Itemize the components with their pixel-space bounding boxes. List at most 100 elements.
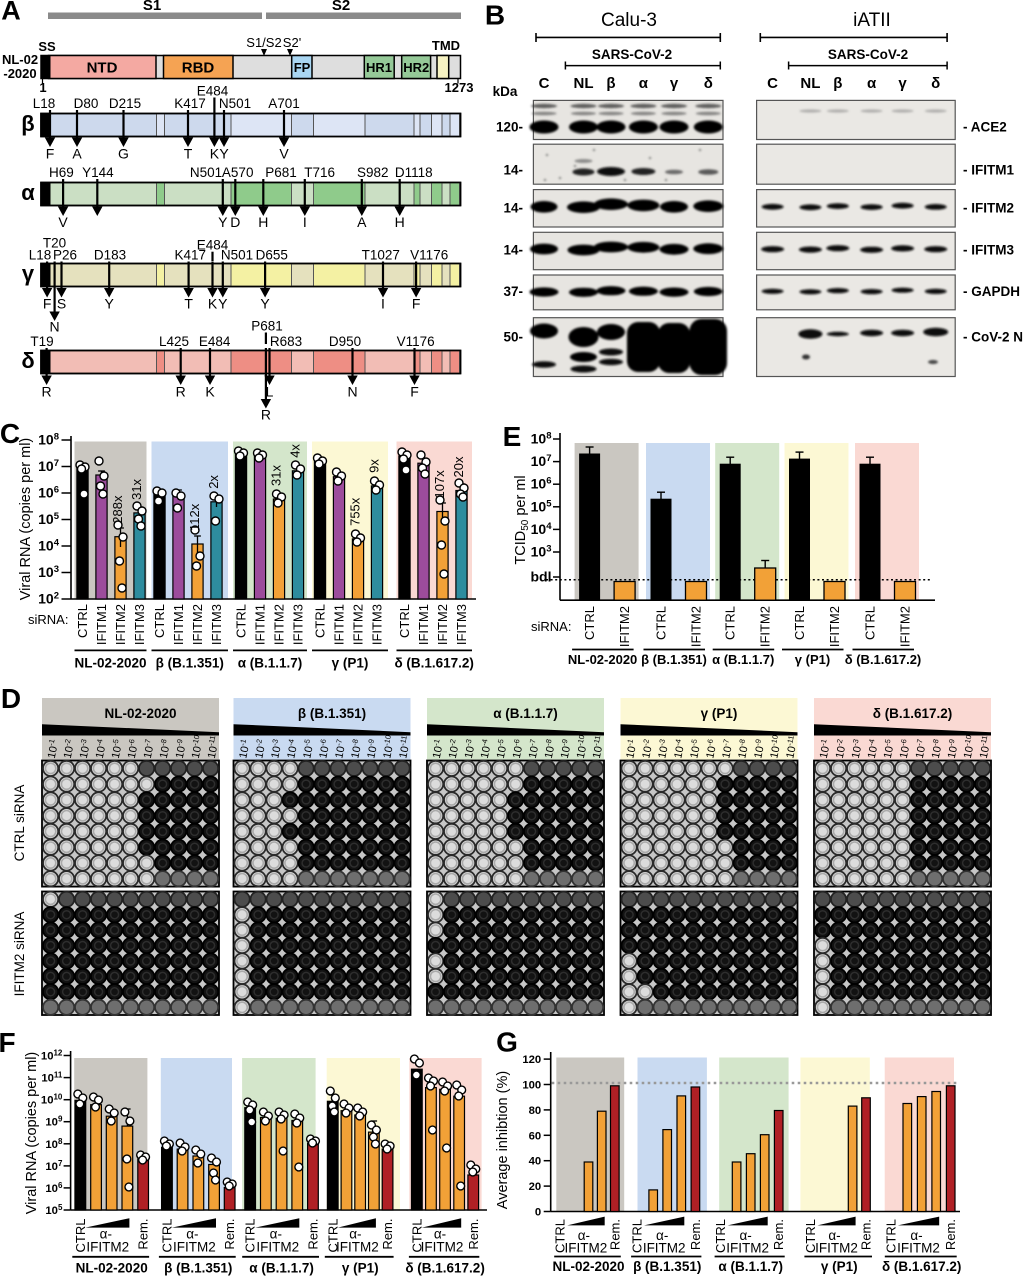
svg-text:IFITM3: IFITM3 (209, 604, 224, 645)
svg-text:D215: D215 (109, 96, 141, 111)
svg-text:α (B.1.1.7): α (B.1.1.7) (718, 1259, 783, 1274)
svg-text:1011: 1011 (41, 1071, 63, 1085)
svg-text:NL-02-2020: NL-02-2020 (74, 656, 146, 671)
svg-text:D655: D655 (256, 248, 288, 263)
svg-text:α-: α- (349, 1227, 361, 1242)
svg-text:37-: 37- (503, 284, 523, 299)
svg-text:G: G (496, 1027, 518, 1058)
svg-text:NL-02: NL-02 (2, 52, 38, 67)
svg-text:β: β (833, 75, 842, 92)
svg-text:- IFITM1: - IFITM1 (963, 163, 1014, 178)
svg-text:Rem.: Rem. (222, 1219, 237, 1250)
svg-text:104: 104 (38, 538, 60, 554)
svg-text:IFITM2: IFITM2 (726, 1241, 769, 1256)
svg-text:CTRL: CTRL (234, 604, 249, 638)
svg-text:CTRL: CTRL (325, 1219, 340, 1253)
svg-text:- CoV-2 N: - CoV-2 N (963, 330, 1023, 345)
svg-text:NL: NL (800, 75, 820, 92)
svg-text:δ: δ (931, 75, 940, 92)
svg-text:α (B.1.1.7): α (B.1.1.7) (493, 706, 558, 721)
svg-text:D950: D950 (329, 334, 361, 349)
svg-text:CTRL: CTRL (582, 606, 597, 640)
svg-text:CTRL siRNA: CTRL siRNA (12, 785, 27, 862)
svg-text:α: α (639, 75, 649, 92)
svg-text:D183: D183 (94, 248, 126, 263)
svg-text:L18: L18 (33, 96, 56, 111)
svg-text:108: 108 (45, 1137, 63, 1151)
svg-text:δ: δ (21, 348, 34, 373)
svg-text:CTRL: CTRL (630, 1219, 645, 1253)
svg-text:γ (P1): γ (P1) (821, 1259, 858, 1274)
svg-text:F: F (0, 1027, 16, 1058)
svg-text:K417: K417 (174, 96, 206, 111)
svg-text:α-: α- (656, 1228, 668, 1243)
svg-text:IFITM2: IFITM2 (256, 1240, 299, 1255)
svg-text:-2020: -2020 (3, 66, 36, 81)
svg-text:T20: T20 (43, 235, 66, 250)
svg-text:S1: S1 (143, 0, 161, 14)
svg-text:- ACE2: - ACE2 (963, 120, 1007, 135)
svg-text:IFITM2: IFITM2 (565, 1241, 608, 1256)
svg-text:IFITM2: IFITM2 (421, 1240, 464, 1255)
svg-text:T19: T19 (30, 334, 53, 349)
svg-text:CTRL: CTRL (792, 606, 807, 640)
svg-text:CTRL: CTRL (713, 1219, 728, 1253)
svg-text:A570: A570 (222, 165, 254, 180)
svg-text:Viral RNA (copies per ml): Viral RNA (copies per ml) (24, 1052, 40, 1215)
svg-text:R683: R683 (270, 334, 302, 349)
svg-text:4x: 4x (288, 444, 303, 458)
svg-text:CTRL: CTRL (152, 604, 167, 638)
svg-text:1273: 1273 (445, 80, 474, 95)
svg-text:NL-02-2020: NL-02-2020 (552, 1259, 624, 1274)
svg-text:Viral RNA (copies per ml): Viral RNA (copies per ml) (18, 438, 34, 601)
svg-text:SARS-CoV-2: SARS-CoV-2 (592, 47, 672, 62)
svg-text:HR2: HR2 (403, 60, 429, 75)
svg-text:IFITM2: IFITM2 (351, 604, 366, 645)
svg-text:120-: 120- (496, 120, 523, 135)
svg-text:CTRL: CTRL (654, 606, 669, 640)
svg-text:107: 107 (531, 453, 552, 469)
svg-text:T716: T716 (304, 165, 335, 180)
svg-text:IFITM2: IFITM2 (173, 1240, 216, 1255)
svg-text:D1118: D1118 (395, 165, 433, 180)
svg-text:D80: D80 (74, 96, 99, 111)
svg-text:N501: N501 (221, 248, 253, 263)
svg-text:IFITM2: IFITM2 (643, 1241, 686, 1256)
svg-text:IFITM2: IFITM2 (336, 1240, 379, 1255)
svg-text:H69: H69 (49, 165, 74, 180)
svg-text:α-: α- (100, 1227, 112, 1242)
svg-text:S1/S2: S1/S2 (246, 35, 281, 50)
svg-text:CTRL: CTRL (553, 1219, 568, 1253)
svg-text:α: α (867, 75, 877, 92)
svg-text:- IFITM2: - IFITM2 (963, 201, 1014, 216)
svg-text:Rem.: Rem. (380, 1219, 395, 1250)
svg-text:NL-02-2020: NL-02-2020 (568, 652, 637, 667)
svg-text:106: 106 (38, 485, 59, 501)
svg-text:IFITM2: IFITM2 (86, 1240, 129, 1255)
svg-text:Y144: Y144 (82, 165, 114, 180)
svg-text:SS: SS (38, 39, 56, 54)
svg-text:104: 104 (531, 521, 553, 537)
svg-text:0: 0 (535, 1207, 541, 1219)
svg-text:Y: Y (105, 296, 115, 312)
svg-text:β (B.1.351): β (B.1.351) (156, 656, 224, 671)
svg-text:IFITM2: IFITM2 (272, 604, 287, 645)
svg-text:K: K (205, 384, 215, 400)
svg-text:31x: 31x (269, 465, 284, 486)
svg-text:α (B.1.1.7): α (B.1.1.7) (712, 652, 774, 667)
svg-text:N: N (50, 319, 60, 335)
svg-text:δ: δ (704, 75, 713, 92)
svg-text:β (B.1.351): β (B.1.351) (164, 1261, 232, 1276)
svg-text:1012: 1012 (41, 1049, 63, 1063)
svg-text:IFITM3: IFITM3 (370, 604, 385, 645)
svg-text:T: T (184, 146, 193, 162)
svg-text:CTRL: CTRL (159, 1219, 174, 1253)
svg-text:α-: α- (434, 1227, 446, 1242)
svg-text:bdl: bdl (531, 569, 552, 585)
svg-text:IFITM1: IFITM1 (332, 604, 347, 645)
svg-text:α-: α- (828, 1228, 840, 1243)
svg-text:20x: 20x (451, 456, 466, 477)
svg-text:IFITM2: IFITM2 (190, 604, 205, 645)
svg-text:F: F (46, 146, 55, 162)
svg-text:107: 107 (45, 1159, 63, 1173)
